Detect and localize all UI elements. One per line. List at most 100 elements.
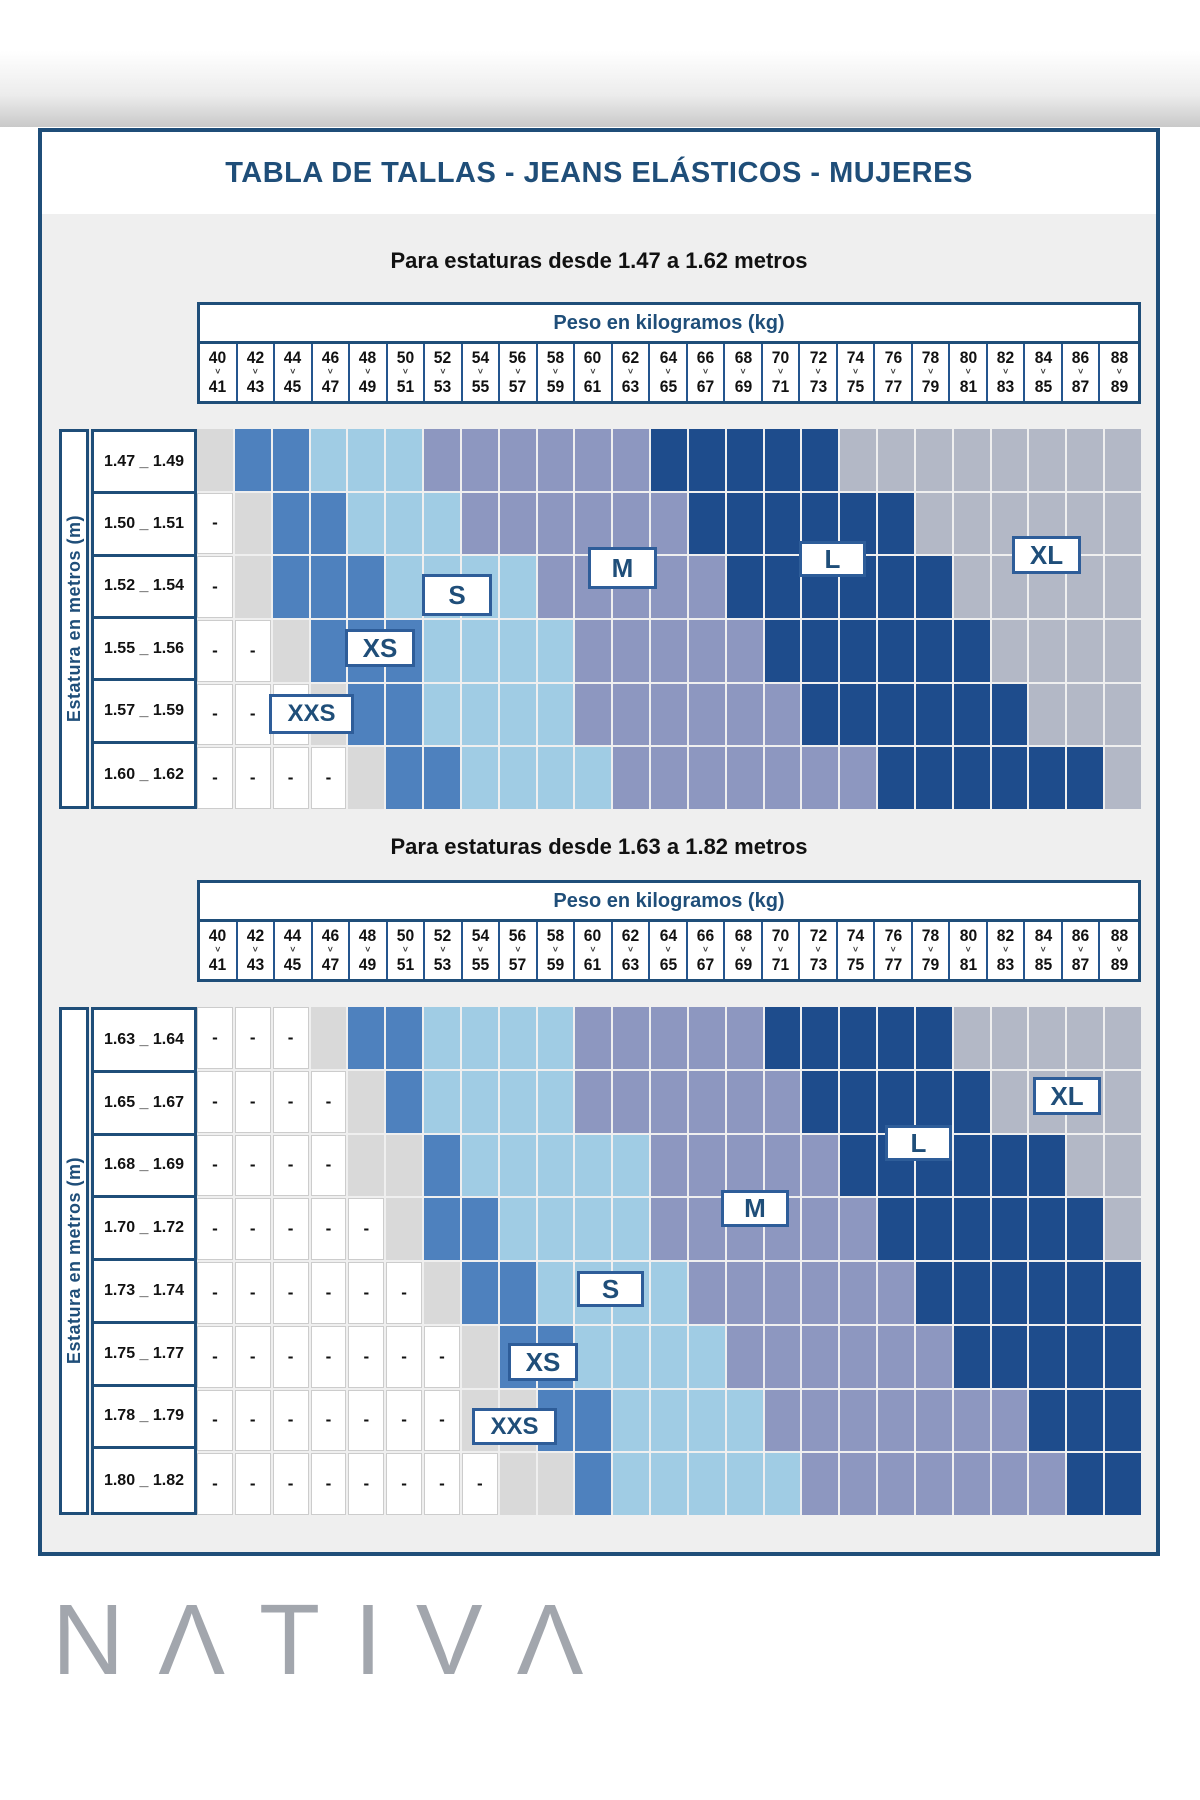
table1-weight-header: Peso en kilogramos (kg) 40 ∨ 41 42 ∨ 43 44 ∨ 45 4… bbox=[197, 302, 1141, 404]
size-cell bbox=[197, 429, 233, 491]
size-cell bbox=[840, 1325, 877, 1388]
chevron-down-icon: ∨ bbox=[289, 367, 297, 376]
weight-column-header: 78 ∨ 79 bbox=[912, 922, 951, 979]
size-cell bbox=[878, 1007, 914, 1069]
size-cell bbox=[575, 1198, 612, 1260]
size-cell bbox=[953, 1007, 990, 1069]
size-cell bbox=[764, 1325, 801, 1388]
chevron-down-icon: ∨ bbox=[851, 945, 860, 954]
size-cell bbox=[348, 683, 385, 746]
size-cell bbox=[953, 492, 990, 555]
size-cell bbox=[424, 747, 460, 809]
size-cell bbox=[1029, 1134, 1066, 1197]
size-cell bbox=[386, 492, 423, 555]
size-cell bbox=[1105, 683, 1141, 746]
size-cell bbox=[1029, 747, 1066, 809]
size-cell bbox=[840, 1070, 877, 1133]
table2-height-axis-label: Estatura en metros (m) bbox=[63, 1157, 84, 1365]
chevron-down-icon: ∨ bbox=[626, 367, 635, 376]
size-cell bbox=[575, 1389, 612, 1452]
size-cell bbox=[461, 1325, 498, 1388]
size-cell bbox=[764, 1070, 801, 1133]
size-cell bbox=[499, 1007, 536, 1069]
size-cell bbox=[613, 1070, 650, 1133]
size-cell bbox=[688, 1070, 725, 1133]
size-cell bbox=[575, 1007, 612, 1069]
size-cell bbox=[802, 747, 839, 809]
size-cell bbox=[348, 1070, 385, 1133]
size-cell bbox=[953, 1389, 990, 1452]
weight-column-header: 50 ∨ 51 bbox=[387, 922, 426, 979]
weight-column-header: 78 ∨ 79 bbox=[912, 344, 951, 401]
table1-height-axis: Estatura en metros (m) bbox=[59, 429, 89, 809]
size-cell: - bbox=[424, 1325, 460, 1388]
size-cell bbox=[424, 620, 460, 682]
size-cell bbox=[764, 620, 801, 682]
chevron-down-icon: ∨ bbox=[214, 945, 222, 954]
size-cell bbox=[1105, 747, 1141, 809]
size-cell bbox=[386, 1007, 423, 1069]
chevron-down-icon: ∨ bbox=[251, 367, 259, 376]
size-cell: - bbox=[348, 1262, 385, 1324]
size-cell bbox=[613, 1198, 650, 1260]
size-cell bbox=[688, 1007, 725, 1069]
size-cell bbox=[1029, 1198, 1066, 1260]
size-cell bbox=[953, 1453, 990, 1515]
size-cell bbox=[424, 492, 460, 555]
size-cell bbox=[348, 429, 385, 491]
size-cell bbox=[461, 1007, 498, 1069]
chevron-down-icon: ∨ bbox=[701, 945, 710, 954]
size-cell bbox=[726, 1389, 763, 1452]
size-cell bbox=[461, 747, 498, 809]
size-cell bbox=[234, 492, 271, 555]
size-cell: - bbox=[197, 620, 233, 682]
size-cell: - bbox=[386, 1389, 423, 1452]
size-tag-xl: XL bbox=[1012, 536, 1081, 574]
chevron-down-icon: ∨ bbox=[851, 367, 860, 376]
size-cell bbox=[461, 429, 498, 491]
size-cell bbox=[1105, 492, 1141, 555]
size-cell bbox=[991, 1134, 1028, 1197]
weight-column-header: 84 ∨ 85 bbox=[1025, 344, 1063, 401]
weight-column-header: 56 ∨ 57 bbox=[500, 344, 538, 401]
size-cell bbox=[1105, 1070, 1141, 1133]
size-cell bbox=[424, 1198, 460, 1260]
size-cell bbox=[915, 620, 952, 682]
size-cell: - bbox=[197, 492, 233, 555]
size-cell bbox=[688, 747, 725, 809]
size-cell bbox=[461, 1070, 498, 1133]
weight-column-header: 44 ∨ 45 bbox=[275, 922, 313, 979]
size-cell bbox=[537, 1134, 574, 1197]
size-tag-m: M bbox=[588, 547, 657, 589]
size-cell bbox=[726, 492, 763, 555]
size-cell: - bbox=[386, 1453, 423, 1515]
size-cell bbox=[991, 1453, 1028, 1515]
size-cell: - bbox=[272, 1134, 309, 1197]
size-cell: - bbox=[272, 1007, 309, 1069]
size-cell bbox=[461, 492, 498, 555]
size-cell bbox=[915, 1262, 952, 1324]
size-cell bbox=[764, 556, 801, 618]
size-cell bbox=[915, 1325, 952, 1388]
size-cell bbox=[726, 1007, 763, 1069]
size-cell: - bbox=[234, 1262, 271, 1324]
size-cell: - bbox=[272, 1070, 309, 1133]
size-cell bbox=[310, 1007, 347, 1069]
size-cell bbox=[726, 747, 763, 809]
chevron-down-icon: ∨ bbox=[514, 945, 522, 954]
size-cell: - bbox=[234, 747, 271, 809]
size-cell bbox=[953, 1198, 990, 1260]
size-cell bbox=[1067, 1134, 1104, 1197]
size-cell bbox=[726, 1134, 763, 1197]
size-cell: - bbox=[234, 1389, 271, 1452]
chevron-down-icon: ∨ bbox=[889, 945, 897, 954]
size-cell: - bbox=[310, 1389, 347, 1452]
size-cell: - bbox=[424, 1453, 460, 1515]
size-cell: - bbox=[234, 683, 271, 746]
size-cell bbox=[688, 492, 725, 555]
size-tag-l: L bbox=[799, 541, 866, 577]
chevron-down-icon: ∨ bbox=[626, 945, 635, 954]
chevron-down-icon: ∨ bbox=[776, 945, 785, 954]
size-cell: - bbox=[234, 620, 271, 682]
size-cell bbox=[726, 1325, 763, 1388]
